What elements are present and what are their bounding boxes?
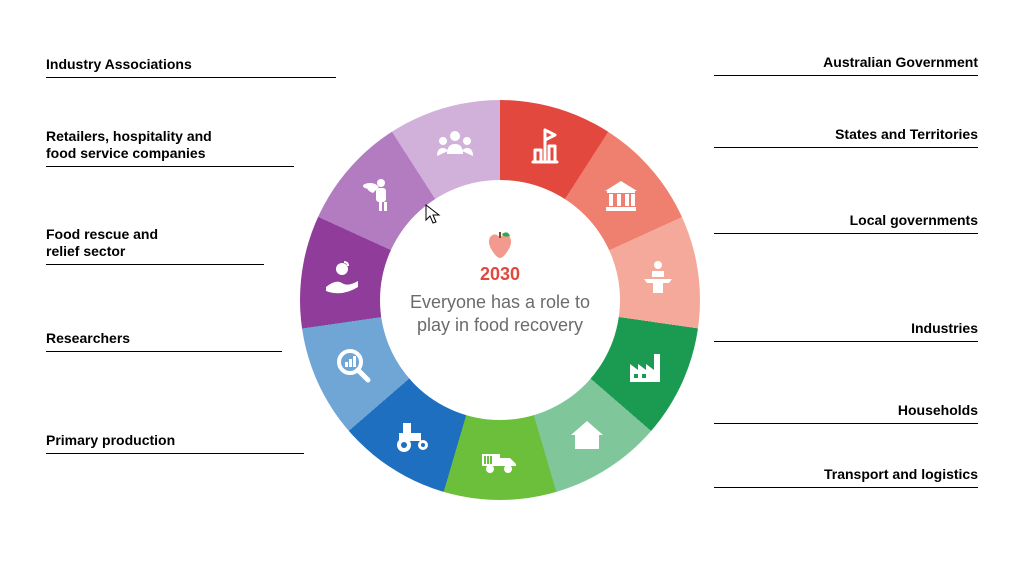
label-text: Retailers, hospitality and food service … xyxy=(46,128,294,162)
label-text: Researchers xyxy=(46,330,282,347)
label-text: Industry Associations xyxy=(46,56,336,73)
label-rule xyxy=(714,233,978,234)
infographic-stage: 2030 Everyone has a role to play in food … xyxy=(0,0,1024,566)
label-states-territories: States and Territories xyxy=(714,126,978,148)
label-food-rescue-relief: Food rescue and relief sector xyxy=(46,226,264,265)
label-rule xyxy=(46,453,304,454)
sector-wheel: 2030 Everyone has a role to play in food … xyxy=(300,100,700,500)
primary-production-icon xyxy=(391,413,435,457)
label-text: States and Territories xyxy=(714,126,978,143)
label-text: Transport and logistics xyxy=(714,466,978,483)
label-text: Food rescue and relief sector xyxy=(46,226,264,260)
label-primary-production: Primary production xyxy=(46,432,304,454)
transport-logistics-icon xyxy=(478,438,522,482)
label-rule xyxy=(46,264,264,265)
label-industries: Industries xyxy=(714,320,978,342)
center-apple-icon xyxy=(484,228,516,265)
label-rule xyxy=(46,77,336,78)
label-rule xyxy=(714,147,978,148)
industry-associations-icon xyxy=(433,124,477,168)
label-text: Primary production xyxy=(46,432,304,449)
label-rule xyxy=(714,341,978,342)
label-rule xyxy=(46,351,282,352)
food-rescue-relief-icon xyxy=(320,255,364,299)
label-text: Australian Government xyxy=(714,54,978,71)
label-researchers: Researchers xyxy=(46,330,282,352)
label-rule xyxy=(46,166,294,167)
center-year: 2030 xyxy=(400,264,600,285)
label-industry-associations: Industry Associations xyxy=(46,56,336,78)
households-icon xyxy=(565,413,609,457)
center-caption: Everyone has a role to play in food reco… xyxy=(400,291,600,336)
label-text: Households xyxy=(714,402,978,419)
cursor-pointer-icon xyxy=(425,204,441,226)
industries-icon xyxy=(624,344,668,388)
center-text: 2030 Everyone has a role to play in food … xyxy=(400,264,600,336)
label-rule xyxy=(714,423,978,424)
label-retailers-hospitality: Retailers, hospitality and food service … xyxy=(46,128,294,167)
researchers-icon xyxy=(332,344,376,388)
label-australian-government: Australian Government xyxy=(714,54,978,76)
states-territories-icon xyxy=(599,173,643,217)
label-rule xyxy=(714,487,978,488)
label-text: Local governments xyxy=(714,212,978,229)
local-governments-icon xyxy=(636,255,680,299)
label-local-governments: Local governments xyxy=(714,212,978,234)
label-transport-logistics: Transport and logistics xyxy=(714,466,978,488)
retailers-hospitality-icon xyxy=(357,173,401,217)
label-households: Households xyxy=(714,402,978,424)
label-text: Industries xyxy=(714,320,978,337)
label-rule xyxy=(714,75,978,76)
australian-government-icon xyxy=(523,124,567,168)
